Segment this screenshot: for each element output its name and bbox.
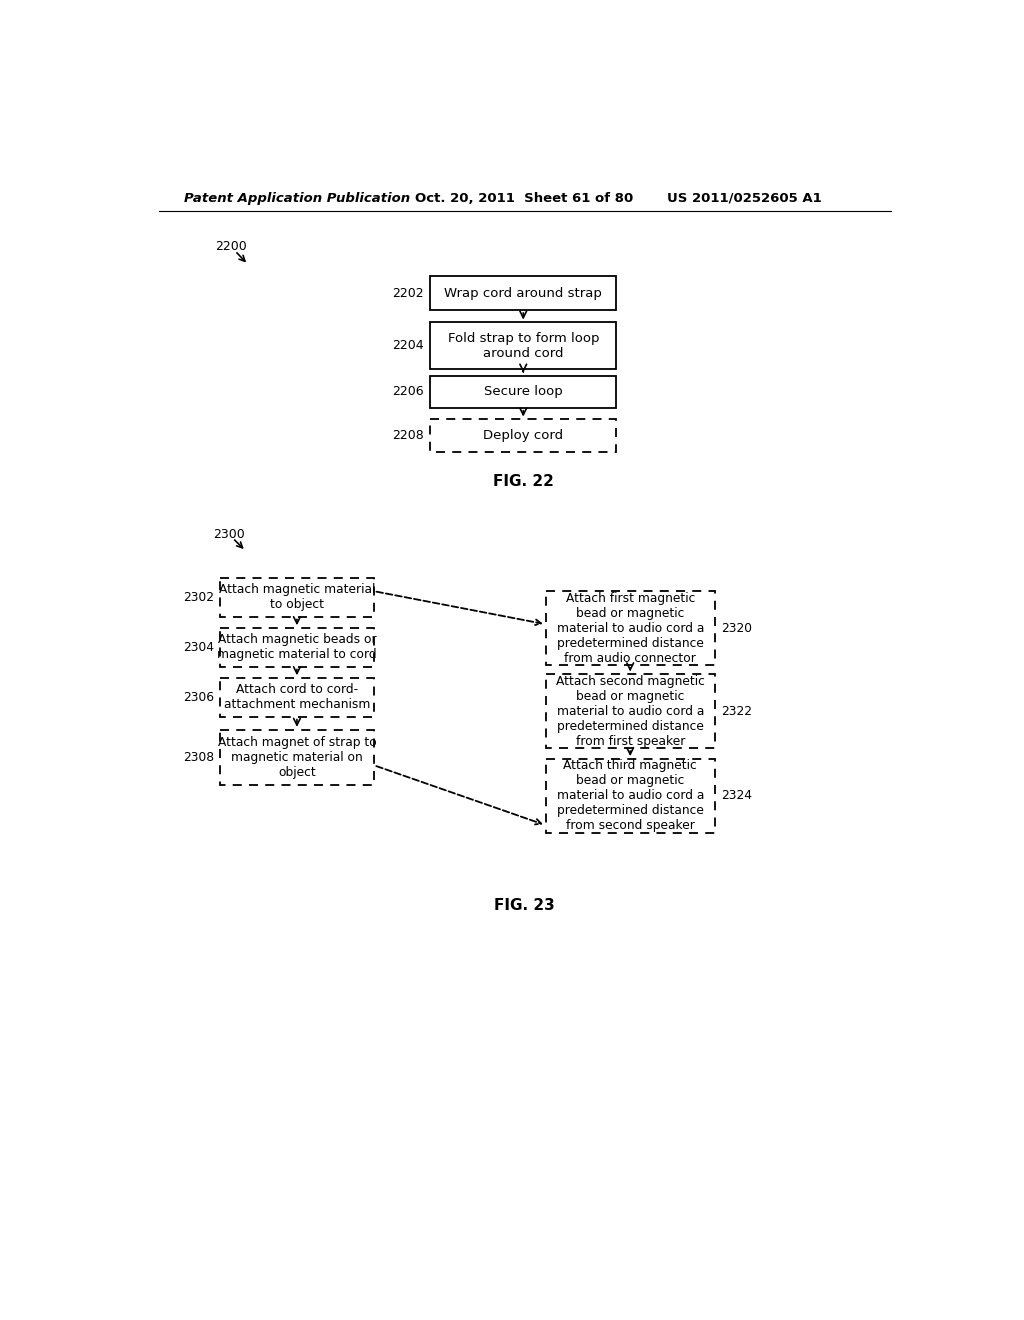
FancyBboxPatch shape: [220, 730, 374, 785]
FancyBboxPatch shape: [220, 678, 374, 717]
Text: US 2011/0252605 A1: US 2011/0252605 A1: [667, 191, 821, 205]
Text: Attach magnetic beads or
magnetic material to cord: Attach magnetic beads or magnetic materi…: [217, 634, 377, 661]
FancyBboxPatch shape: [546, 675, 715, 748]
Text: 2308: 2308: [183, 751, 214, 764]
Text: Attach magnetic material
to object: Attach magnetic material to object: [219, 583, 375, 611]
FancyBboxPatch shape: [220, 578, 374, 616]
FancyBboxPatch shape: [546, 759, 715, 833]
Text: 2322: 2322: [721, 705, 752, 718]
FancyBboxPatch shape: [546, 591, 715, 665]
Text: 2306: 2306: [183, 690, 214, 704]
Text: 2208: 2208: [392, 429, 424, 442]
Text: FIG. 23: FIG. 23: [495, 898, 555, 913]
Text: Deploy cord: Deploy cord: [483, 429, 563, 442]
Text: 2324: 2324: [721, 789, 752, 803]
Text: Attach first magnetic
bead or magnetic
material to audio cord a
predetermined di: Attach first magnetic bead or magnetic m…: [556, 591, 703, 664]
FancyBboxPatch shape: [220, 628, 374, 667]
FancyBboxPatch shape: [430, 376, 616, 408]
Text: FIG. 22: FIG. 22: [493, 474, 554, 490]
Text: 2300: 2300: [213, 528, 245, 541]
Text: Attach cord to cord-
attachment mechanism: Attach cord to cord- attachment mechanis…: [224, 684, 370, 711]
Text: Fold strap to form loop
around cord: Fold strap to form loop around cord: [447, 331, 599, 359]
Text: 2200: 2200: [216, 240, 248, 253]
Text: Wrap cord around strap: Wrap cord around strap: [444, 286, 602, 300]
Text: 2206: 2206: [392, 385, 424, 399]
FancyBboxPatch shape: [430, 420, 616, 451]
Text: 2204: 2204: [392, 339, 424, 352]
Text: Attach second magnetic
bead or magnetic
material to audio cord a
predetermined d: Attach second magnetic bead or magnetic …: [556, 675, 705, 747]
Text: Oct. 20, 2011  Sheet 61 of 80: Oct. 20, 2011 Sheet 61 of 80: [415, 191, 633, 205]
Text: Attach third magnetic
bead or magnetic
material to audio cord a
predetermined di: Attach third magnetic bead or magnetic m…: [556, 759, 703, 833]
Text: Patent Application Publication: Patent Application Publication: [183, 191, 410, 205]
Text: 2302: 2302: [183, 591, 214, 603]
Text: Attach magnet of strap to
magnetic material on
object: Attach magnet of strap to magnetic mater…: [217, 737, 377, 779]
Text: 2320: 2320: [721, 622, 752, 635]
Text: Secure loop: Secure loop: [484, 385, 562, 399]
Text: 2304: 2304: [183, 640, 214, 653]
FancyBboxPatch shape: [430, 276, 616, 310]
FancyBboxPatch shape: [430, 322, 616, 368]
Text: 2202: 2202: [392, 286, 424, 300]
